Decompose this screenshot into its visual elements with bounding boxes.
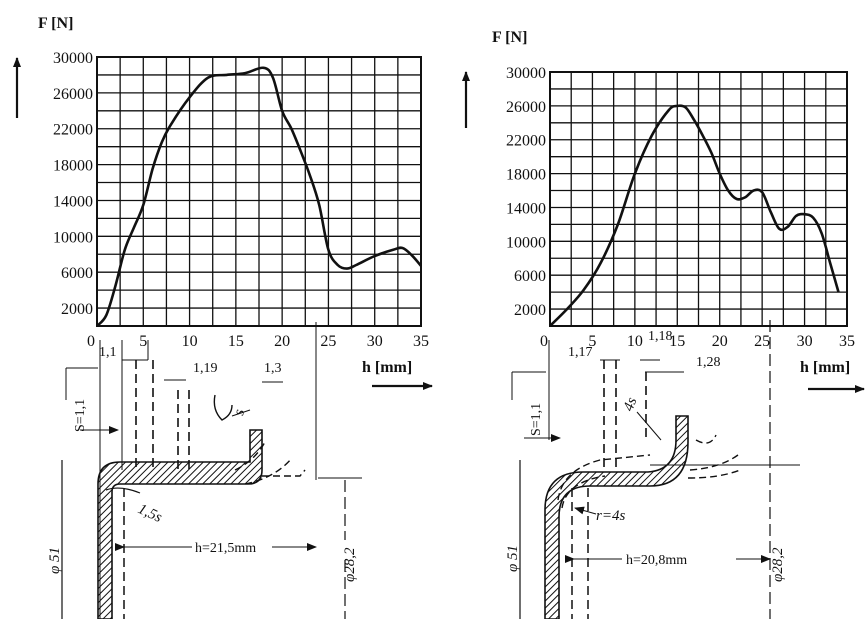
right-annotation: r=4s (596, 508, 625, 524)
right-xtick-label: 30 (797, 333, 813, 350)
left-ytick-label: 18000 (53, 158, 93, 175)
left-annotation: h=21,5mm (195, 541, 256, 556)
right-annotation: 4s (621, 395, 641, 413)
right-ytick-label: 2000 (514, 302, 546, 319)
right-part-annotations: 1,17 1,18 1,28 4s S=1,1 r=4s φ 51 φ28,2 … (505, 329, 786, 582)
right-y-axis-title: F [N] (492, 29, 527, 46)
left-part-drawing (61, 322, 362, 619)
left-annotation: 1,1 (99, 345, 117, 360)
left-y-axis-title: F [N] (38, 15, 73, 32)
left-annotation: 1,19 (193, 361, 218, 376)
right-xtick-label: 5 (588, 333, 596, 350)
left-force-chart: 2000 6000 10000 14000 18000 22000 26000 … (13, 15, 433, 619)
left-annotation: S=1,1 (73, 399, 88, 432)
right-ytick-label: 14000 (506, 200, 546, 217)
left-grid (96, 56, 422, 327)
right-grid (549, 71, 848, 327)
left-ytick-label: 10000 (53, 229, 93, 246)
left-xtick-label: 30 (367, 333, 383, 350)
left-xtick-label: 35 (413, 333, 429, 350)
right-y-tick-labels: 2000 6000 10000 14000 18000 22000 26000 … (506, 65, 546, 319)
left-force-curve (96, 66, 422, 327)
right-ytick-label: 30000 (506, 65, 546, 82)
left-annotation: 1,5s (135, 501, 164, 526)
right-xtick-label: 10 (627, 333, 643, 350)
right-force-chart: 2000 6000 10000 14000 18000 22000 26000 … (462, 29, 865, 619)
left-x-tick-labels: 0 5 10 15 20 25 30 35 (87, 333, 429, 350)
left-ytick-label: 22000 (53, 122, 93, 139)
right-xtick-label: 25 (754, 333, 770, 350)
right-x-tick-labels: 0 5 10 15 20 25 30 35 (540, 333, 855, 350)
left-part-annotations: 1,1 1,19 1,3 S=1,1 s 1,5s φ 51 φ28,2 h=2… (47, 345, 358, 582)
right-annotation: h=20,8mm (626, 553, 687, 568)
left-xtick-label: 10 (182, 333, 198, 350)
right-xtick-label: 35 (839, 333, 855, 350)
left-ytick-label: 30000 (53, 50, 93, 67)
right-annotation: φ 51 (505, 545, 521, 572)
plot-frame (549, 71, 848, 327)
left-ytick-label: 2000 (61, 301, 93, 318)
right-annotation: S=1,1 (529, 403, 544, 436)
left-x-axis-title: h [mm] (362, 359, 412, 376)
left-xtick-label: 0 (87, 333, 95, 350)
right-xtick-label: 20 (712, 333, 728, 350)
right-ytick-label: 22000 (506, 133, 546, 150)
left-xtick-label: 5 (139, 333, 147, 350)
right-force-curve (549, 104, 840, 327)
left-y-tick-labels: 2000 6000 10000 14000 18000 22000 26000 … (53, 50, 93, 318)
left-annotation: 1,3 (264, 361, 282, 376)
right-annotation: 1,18 (648, 329, 673, 344)
plot-frame (96, 56, 422, 327)
right-x-axis-title: h [mm] (800, 359, 850, 376)
left-annotation: s (231, 408, 248, 417)
right-annotation: 1,17 (568, 345, 593, 360)
left-ytick-label: 6000 (61, 265, 93, 282)
right-part-drawing (511, 320, 800, 619)
right-annotation: φ28,2 (770, 547, 786, 582)
left-xtick-label: 20 (274, 333, 290, 350)
right-ytick-label: 18000 (506, 167, 546, 184)
right-ytick-label: 6000 (514, 268, 546, 285)
left-annotation: φ28,2 (342, 547, 358, 582)
left-annotation: φ 51 (47, 547, 63, 574)
right-xtick-label: 0 (540, 333, 548, 350)
left-ytick-label: 26000 (53, 86, 93, 103)
right-xtick-label: 15 (669, 333, 685, 350)
left-xtick-label: 15 (228, 333, 244, 350)
right-ytick-label: 26000 (506, 99, 546, 116)
right-ytick-label: 10000 (506, 234, 546, 251)
left-xtick-label: 25 (320, 333, 336, 350)
left-ytick-label: 14000 (53, 193, 93, 210)
right-annotation: 1,28 (696, 355, 721, 370)
